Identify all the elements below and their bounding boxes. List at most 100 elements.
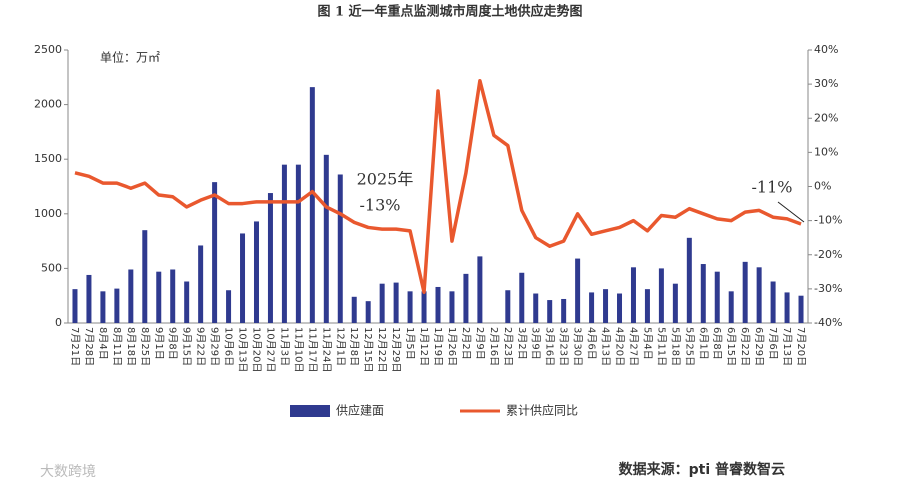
bar [128,269,134,323]
y2-tick-label: 10% [814,145,838,158]
bar [617,293,623,323]
bar [295,164,301,323]
x-tick-label: 8月25日 [139,327,151,366]
legend-swatch [290,405,330,417]
x-tick-label: 12月8日 [348,327,360,366]
x-tick-label: 8月18日 [125,327,137,366]
x-tick-label: 2月2日 [460,327,472,360]
bar [644,289,650,323]
bar [770,281,776,323]
x-tick-label: 5月25日 [683,327,695,366]
bar [589,292,595,323]
bar [756,267,762,323]
bar [421,291,427,323]
y-tick-label: 2500 [34,43,62,56]
bar [798,295,804,323]
bar [226,290,232,323]
x-tick-label: 12月29日 [390,327,402,372]
bar [100,291,106,323]
bar [114,288,120,323]
x-tick-label: 1月12日 [418,327,430,366]
y2-tick-label: 20% [814,111,838,124]
annotation: 2025年 [357,170,414,189]
bar [267,193,273,323]
bar [435,286,441,323]
y2-tick-label: -10% [814,214,842,227]
x-tick-label: 8月11日 [111,327,123,366]
unit-label: 单位：万㎡ [100,50,160,65]
x-tick-label: 3月16日 [544,327,556,366]
x-tick-label: 2月9日 [474,327,486,360]
y2-tick-label: 30% [814,77,838,90]
x-tick-label: 12月22日 [376,327,388,372]
bar [449,291,455,323]
bar [700,264,706,323]
x-tick-label: 11月10日 [292,327,304,372]
bar [323,154,329,323]
x-tick-label: 11月17日 [306,327,318,372]
bar [184,281,190,323]
x-tick-label: 9月29日 [209,327,221,366]
bar [379,283,385,323]
bar [658,268,664,323]
bar [212,182,218,323]
x-tick-label: 11月3日 [278,327,290,366]
legend-label: 累计供应同比 [506,403,578,418]
bar [156,271,162,323]
x-tick-label: 6月29日 [753,327,765,366]
bar [170,269,176,323]
bar [393,282,399,323]
legend: 供应建面 累计供应同比 [290,403,578,418]
y2-tick-label: -40% [814,316,842,329]
bar [72,289,78,323]
y2-tick-label: 40% [814,43,838,56]
x-tick-label: 7月21日 [69,327,81,366]
x-tick-label: 9月1日 [153,327,165,360]
annotation-pointer [777,201,805,223]
x-tick-label: 7月28日 [83,327,95,366]
x-tick-label: 7月13日 [781,327,793,366]
x-tick-label: 7月6日 [767,327,779,360]
x-tick-label: 4月6日 [586,327,598,360]
bar [630,267,636,323]
bar [240,233,246,323]
x-tick-label: 10月6日 [223,327,235,366]
legend-label: 供应建面 [336,403,384,418]
bar [86,274,92,323]
source: 数据来源：pti 普睿数智云 [619,461,785,478]
x-tick-label: 5月18日 [669,327,681,366]
x-tick-label: 1月26日 [446,327,458,366]
x-tick-label: 9月22日 [195,327,207,366]
x-tick-label: 6月1日 [697,327,709,360]
y2-tick-label: 0% [814,180,831,193]
x-tick-label: 2月16日 [488,327,500,366]
bar [519,272,525,323]
x-tick-label: 3月23日 [558,327,570,366]
x-tick-label: 4月13日 [600,327,612,366]
bar [547,300,553,323]
x-tick-label: 5月4日 [641,327,653,360]
x-tick-label: 3月30日 [572,327,584,366]
x-tick-label: 12月1日 [334,327,346,366]
y2-tick-label: -30% [814,282,842,295]
y-tick-label: 0 [55,316,62,329]
y-tick-label: 500 [41,261,62,274]
x-tick-label: 11月24日 [320,327,332,372]
x-tick-label: 10月20日 [250,327,262,372]
x-tick-label: 1月19日 [432,327,444,366]
annotation: -11% [752,178,793,197]
x-tick-label: 3月2日 [516,327,528,360]
bar [142,230,148,323]
x-tick-label: 4月27日 [627,327,639,366]
y-tick-label: 2000 [34,98,62,111]
x-tick-label: 4月20日 [614,327,626,366]
y2-tick-label: -20% [814,248,842,261]
bar [672,283,678,323]
watermark: 大数跨境 [40,464,96,480]
x-tick-label: 10月13日 [237,327,249,372]
y-tick-label: 1500 [34,152,62,165]
x-tick-label: 7月20日 [795,327,807,366]
line [74,78,802,295]
bar [337,174,343,323]
